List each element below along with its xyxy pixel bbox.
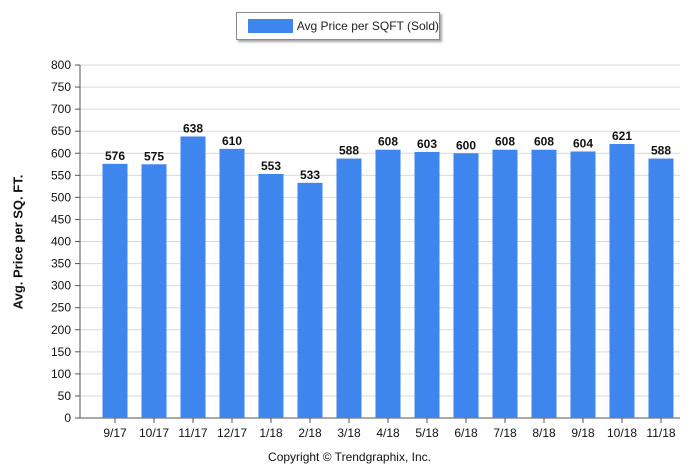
x-tick-label: 11/17 — [178, 426, 207, 440]
y-tick-label: 250 — [51, 301, 71, 315]
data-label: 603 — [417, 137, 437, 151]
bar — [492, 149, 518, 418]
legend-label: Avg Price per SQFT (Sold) — [296, 19, 439, 33]
x-tick-label: 6/18 — [454, 426, 478, 440]
data-label: 553 — [261, 159, 281, 173]
data-label: 621 — [612, 129, 632, 143]
data-label: 575 — [144, 149, 164, 163]
x-tick-label: 9/18 — [571, 426, 595, 440]
x-tick-label: 4/18 — [376, 426, 400, 440]
bar — [336, 158, 362, 419]
bar — [258, 173, 284, 418]
data-label: 608 — [378, 135, 398, 149]
y-tick-label: 550 — [51, 168, 71, 182]
data-label: 604 — [573, 136, 593, 150]
copyright-text: Copyright © Trendgraphix, Inc. — [268, 450, 431, 464]
y-tick-label: 700 — [51, 102, 71, 116]
data-label: 600 — [456, 138, 476, 152]
data-label: 638 — [183, 121, 203, 135]
bar — [180, 136, 206, 419]
x-tick-label: 3/18 — [337, 426, 361, 440]
y-tick-label: 600 — [51, 146, 71, 160]
y-tick-label: 0 — [64, 411, 71, 425]
data-label: 588 — [339, 144, 359, 158]
bar — [219, 148, 245, 418]
bar — [414, 151, 440, 418]
bar — [648, 158, 674, 419]
data-label: 610 — [222, 134, 242, 148]
y-tick-label: 800 — [51, 58, 71, 72]
x-tick-label: 10/17 — [139, 426, 169, 440]
data-label: 608 — [534, 135, 554, 149]
x-tick-label: 10/18 — [607, 426, 637, 440]
y-tick-label: 100 — [51, 367, 71, 381]
bar — [609, 143, 635, 418]
x-tick-label: 8/18 — [532, 426, 556, 440]
bar — [531, 149, 557, 418]
x-tick-label: 11/18 — [646, 426, 675, 440]
bar — [297, 182, 323, 418]
data-label: 608 — [495, 135, 515, 149]
y-tick-label: 750 — [51, 80, 71, 94]
data-label: 588 — [651, 144, 671, 158]
y-tick-label: 350 — [51, 257, 71, 271]
x-tick-label: 5/18 — [415, 426, 439, 440]
y-tick-label: 650 — [51, 124, 71, 138]
legend-swatch — [248, 19, 293, 33]
y-tick-label: 200 — [51, 323, 71, 337]
y-tick-label: 500 — [51, 190, 71, 204]
y-tick-label: 150 — [51, 345, 71, 359]
y-tick-label: 450 — [51, 212, 71, 226]
y-tick-label: 400 — [51, 235, 71, 249]
bar — [102, 163, 128, 418]
bar — [141, 164, 167, 418]
legend: Avg Price per SQFT (Sold) — [236, 12, 440, 40]
y-tick-label: 300 — [51, 279, 71, 293]
x-tick-label: 7/18 — [493, 426, 517, 440]
x-tick-label: 9/17 — [103, 426, 127, 440]
x-tick-label: 12/17 — [217, 426, 247, 440]
data-label: 533 — [300, 168, 320, 182]
y-tick-label: 50 — [58, 389, 72, 403]
bar — [570, 151, 596, 419]
x-tick-label: 1/18 — [259, 426, 283, 440]
bar — [453, 153, 479, 418]
x-tick-label: 2/18 — [298, 426, 322, 440]
bar — [375, 149, 401, 418]
data-label: 576 — [105, 149, 125, 163]
